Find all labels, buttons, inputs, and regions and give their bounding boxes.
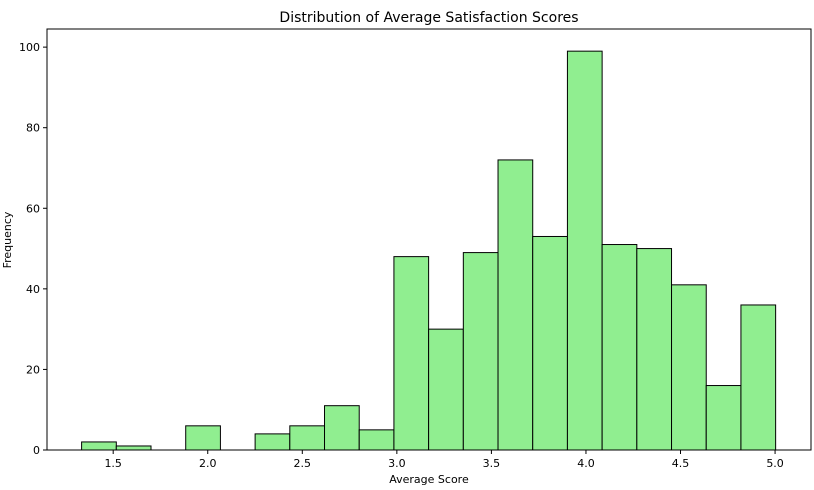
histogram-bar [324,405,360,451]
histogram-bar [81,441,117,451]
x-axis-ticks: 1.5 2.0 2.5 3.0 3.5 4.0 4.5 5.0 [104,450,784,470]
y-tick-label: 0 [33,444,40,457]
histogram-bar [115,445,152,451]
histogram-bar [566,50,603,451]
histogram-bar [671,284,707,451]
histogram-bar [532,235,568,451]
histogram-bar [705,385,742,451]
x-tick-label: 3.5 [483,457,501,470]
histogram-bar [601,244,638,451]
histogram-bar [636,248,673,451]
histogram-bar [462,252,499,451]
x-tick-label: 1.5 [104,457,122,470]
x-tick-label: 4.5 [672,457,690,470]
y-tick-label: 20 [26,363,40,376]
histogram-bar [393,256,430,451]
histogram-bar [428,328,464,451]
x-tick-label: 2.5 [294,457,312,470]
y-axis-ticks: 0 20 40 60 80 100 [19,41,47,457]
y-tick-label: 40 [26,283,40,296]
histogram-bar [185,425,221,451]
histogram-bar [497,159,534,451]
x-tick-label: 5.0 [766,457,784,470]
histogram-bar [740,304,777,451]
x-tick-label: 4.0 [577,457,595,470]
y-axis-label: Frequency [1,211,14,268]
plot-frame [46,28,812,451]
histogram-bar [358,429,395,451]
x-tick-label: 3.0 [388,457,406,470]
y-tick-label: 60 [26,202,40,215]
bars-group [81,50,777,451]
y-tick-label: 80 [26,122,40,135]
histogram-bar [254,433,291,451]
x-tick-label: 2.0 [199,457,217,470]
chart-title: Distribution of Average Satisfaction Sco… [279,10,578,26]
histogram-bar [289,425,326,451]
x-axis-label: Average Score [389,473,469,486]
y-tick-label: 100 [19,41,40,54]
